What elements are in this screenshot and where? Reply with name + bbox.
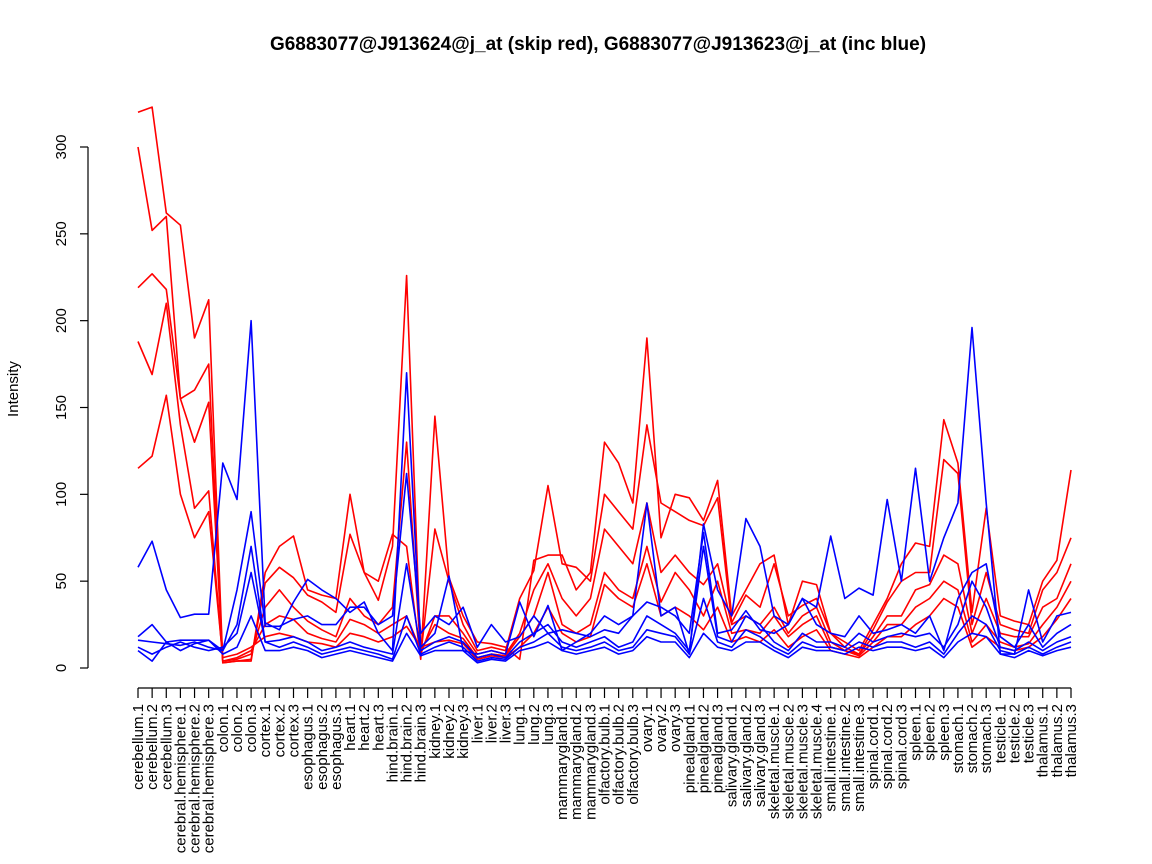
- x-tick-label: stomach.2: [964, 704, 981, 773]
- x-tick-label: spleen.2: [922, 704, 939, 761]
- x-tick-label: heart.3: [370, 704, 387, 751]
- x-tick-label: skeletal.muscle.3: [794, 704, 811, 819]
- y-tick-label: 200: [53, 308, 70, 333]
- x-tick-label: cerebellum.2: [144, 704, 161, 790]
- x-tick-label: colon.3: [243, 704, 260, 752]
- x-tick-label: skeletal.muscle.4: [809, 704, 826, 819]
- x-tick-label: kidney.3: [455, 704, 472, 759]
- x-tick-label: cerebral.hemisphere.1: [172, 704, 189, 853]
- x-tick-label: spleen.1: [908, 704, 925, 761]
- x-tick-label: skeletal.muscle.2: [780, 704, 797, 819]
- series-line-8: [137, 545, 1072, 659]
- x-tick-label: liver.3: [498, 704, 515, 743]
- x-tick-label: cortex.3: [286, 704, 303, 757]
- x-tick-label: thalamus.2: [1049, 704, 1066, 777]
- x-tick-label: mammarygland.1: [554, 704, 571, 820]
- x-tick-label: kidney.1: [427, 704, 444, 759]
- y-tick-label: 150: [53, 395, 70, 420]
- x-tick-label: spinal.cord.3: [893, 704, 910, 789]
- x-tick-label: spinal.cord.1: [865, 704, 882, 789]
- x-tick-label: stomach.3: [978, 704, 995, 773]
- y-tick-label: 0: [53, 664, 70, 672]
- x-tick-label: cerebral.hemisphere.2: [187, 704, 204, 853]
- y-tick-label: 100: [53, 482, 70, 507]
- x-tick-label: colon.2: [229, 704, 246, 752]
- x-tick-label: olfactory.bulb.2: [611, 704, 628, 805]
- x-tick-label: olfactory.bulb.1: [597, 704, 614, 805]
- x-tick-label: cortex.2: [271, 704, 288, 757]
- series-line-3: [137, 272, 1072, 662]
- x-tick-label: small.intestine.2: [837, 704, 854, 812]
- x-tick-label: lung.3: [540, 704, 557, 745]
- x-tick-label: esophagus.1: [300, 704, 317, 790]
- x-tick-label: testicle.1: [992, 704, 1009, 763]
- series-line-9: [137, 571, 1072, 662]
- x-tick-label: pinealgland.3: [710, 704, 727, 793]
- x-tick-label: testicle.3: [1021, 704, 1038, 763]
- x-tick-label: small.intestine.3: [851, 704, 868, 812]
- x-tick-label: ovary.1: [639, 704, 656, 752]
- x-tick-label: cortex.1: [257, 704, 274, 757]
- x-tick-label: spleen.3: [936, 704, 953, 761]
- series-line-2: [137, 146, 1072, 664]
- series-line-4: [137, 302, 1072, 662]
- x-tick-label: skeletal.muscle.1: [766, 704, 783, 819]
- x-tick-label: salivary.gland.2: [738, 704, 755, 807]
- x-tick-label: lung.1: [512, 704, 529, 745]
- x-tick-label: cerebral.hemisphere.3: [201, 704, 218, 853]
- x-tick-label: thalamus.1: [1035, 704, 1052, 777]
- x-tick-label: lung.2: [526, 704, 543, 745]
- x-tick-label: cerebellum.3: [158, 704, 175, 790]
- y-axis: 0 50 100 150 200 250 300: [53, 134, 89, 672]
- x-tick-label: stomach.1: [950, 704, 967, 773]
- y-tick-label: 50: [53, 573, 70, 590]
- x-tick-label: heart.2: [356, 704, 373, 751]
- series-line-1: [137, 106, 1072, 664]
- x-tick-label: mammarygland.2: [568, 704, 585, 820]
- x-tick-label: hind.brain.1: [384, 704, 401, 782]
- x-tick-label: hind.brain.2: [399, 704, 416, 782]
- x-tick-label: hind.brain.3: [413, 704, 430, 782]
- x-tick-label: colon.1: [215, 704, 232, 752]
- y-tick-label: 250: [53, 221, 70, 246]
- x-tick-label: esophagus.3: [328, 704, 345, 790]
- x-tick-label: ovary.2: [653, 704, 670, 752]
- x-tick-label: thalamus.3: [1063, 704, 1080, 777]
- x-tick-label: cerebellum.1: [130, 704, 147, 790]
- x-tick-label: liver.2: [483, 704, 500, 743]
- x-tick-label: olfactory.bulb.3: [625, 704, 642, 805]
- x-tick-label: kidney.2: [441, 704, 458, 759]
- x-tick-label: spinal.cord.2: [879, 704, 896, 789]
- series-line-6: [137, 319, 1072, 655]
- x-tick-label: salivary.gland.1: [724, 704, 741, 807]
- chart-title: G6883077@J913624@j_at (skip red), G68830…: [270, 34, 926, 55]
- series-lines: [137, 106, 1072, 664]
- series-line-10: [137, 615, 1072, 664]
- y-axis-label: Intensity: [5, 361, 22, 417]
- x-tick-label: pinealgland.1: [681, 704, 698, 793]
- x-tick-label: mammarygland.3: [582, 704, 599, 820]
- series-line-7: [137, 472, 1072, 652]
- x-tick-label: testicle.2: [1006, 704, 1023, 763]
- x-tick-label: small.intestine.1: [823, 704, 840, 812]
- x-axis: cerebellum.1cerebellum.2cerebellum.3cere…: [130, 687, 1080, 853]
- x-tick-label: pinealgland.2: [695, 704, 712, 793]
- x-tick-label: ovary.3: [667, 704, 684, 752]
- y-tick-label: 300: [53, 134, 70, 159]
- x-tick-label: liver.1: [469, 704, 486, 743]
- x-tick-label: esophagus.2: [314, 704, 331, 790]
- x-tick-label: salivary.gland.3: [752, 704, 769, 807]
- x-tick-label: heart.1: [342, 704, 359, 751]
